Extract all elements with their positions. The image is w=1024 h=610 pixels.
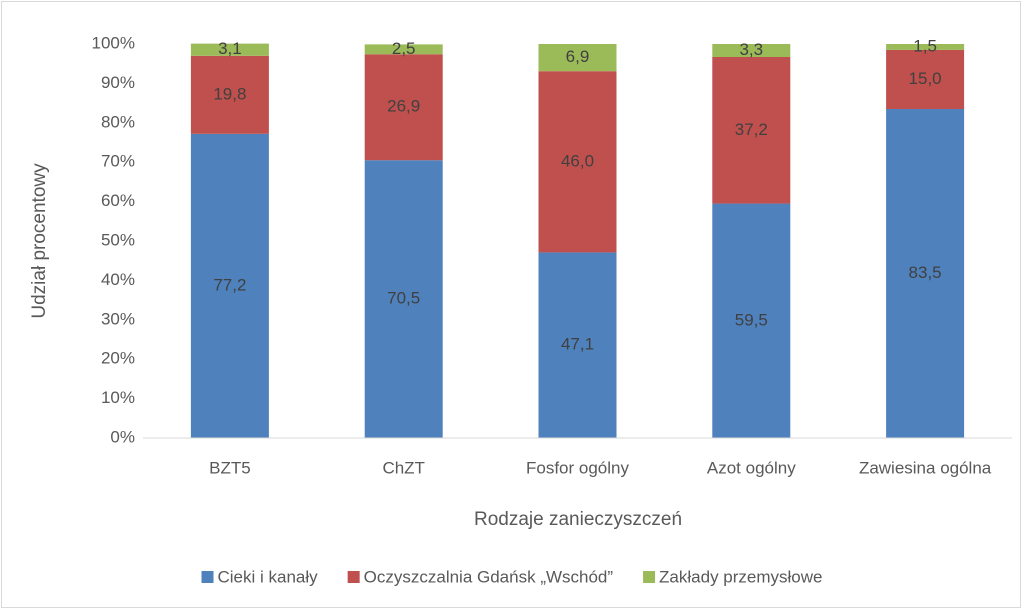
value-label: 15,0 xyxy=(909,69,942,88)
legend-swatch xyxy=(201,571,214,583)
y-axis-title: Udział procentowy xyxy=(29,163,50,319)
bar-segment xyxy=(712,57,791,204)
y-tick-label: 0% xyxy=(110,427,135,446)
value-label: 37,2 xyxy=(735,120,768,139)
value-label: 3,3 xyxy=(739,40,763,59)
value-label: 1,5 xyxy=(913,36,937,55)
legend-swatch xyxy=(347,571,360,583)
value-label: 59,5 xyxy=(735,310,768,329)
bar-segment xyxy=(712,203,791,438)
y-tick-label: 20% xyxy=(101,349,135,368)
value-label: 6,9 xyxy=(566,47,590,66)
value-label: 83,5 xyxy=(909,263,942,282)
x-tick-label: Fosfor ogólny xyxy=(526,458,629,477)
value-label: 47,1 xyxy=(561,335,594,354)
x-tick-label: Zawiesina ogólna xyxy=(859,458,992,477)
value-label: 77,2 xyxy=(213,275,246,294)
y-tick-label: 70% xyxy=(101,152,135,171)
bar-segment xyxy=(886,49,965,110)
bar-segment xyxy=(886,44,965,50)
value-label: 26,9 xyxy=(387,97,420,116)
y-tick-label: 50% xyxy=(101,230,135,249)
legend-label: Zakłady przemysłowe xyxy=(659,567,822,586)
y-tick-label: 90% xyxy=(101,73,135,92)
value-label: 46,0 xyxy=(561,151,594,170)
bar-segment xyxy=(538,252,617,438)
bar-segment xyxy=(190,133,269,438)
y-tick-label: 80% xyxy=(101,112,135,131)
bar-segment xyxy=(364,44,443,55)
x-tick-label: BZT5 xyxy=(209,458,251,477)
x-tick-label: ChZT xyxy=(382,458,425,477)
value-label: 3,1 xyxy=(218,39,242,58)
x-tick-label: Azot ogólny xyxy=(707,458,796,477)
legend-label: Oczyszczalnia Gdańsk „Wschód” xyxy=(364,567,614,586)
bar-segment xyxy=(712,44,791,58)
value-label: 19,8 xyxy=(213,84,246,103)
value-label: 2,5 xyxy=(392,39,416,58)
y-tick-label: 30% xyxy=(101,309,135,328)
y-tick-label: 40% xyxy=(101,270,135,289)
y-tick-label: 10% xyxy=(101,388,135,407)
bar-segment xyxy=(538,44,617,72)
bar-segment xyxy=(538,71,617,253)
bar-segment xyxy=(886,109,965,438)
y-tick-label: 60% xyxy=(101,191,135,210)
bar-segment xyxy=(364,54,443,161)
legend-label: Cieki i kanały xyxy=(217,567,318,586)
y-tick-label: 100% xyxy=(92,33,135,52)
bar-segment xyxy=(364,160,443,439)
x-axis-title: Rodzaje zanieczyszczeń xyxy=(474,509,682,530)
legend-swatch xyxy=(643,571,656,583)
bar-segment xyxy=(190,55,269,134)
value-label: 70,5 xyxy=(387,289,420,308)
bar-segment xyxy=(190,43,269,56)
